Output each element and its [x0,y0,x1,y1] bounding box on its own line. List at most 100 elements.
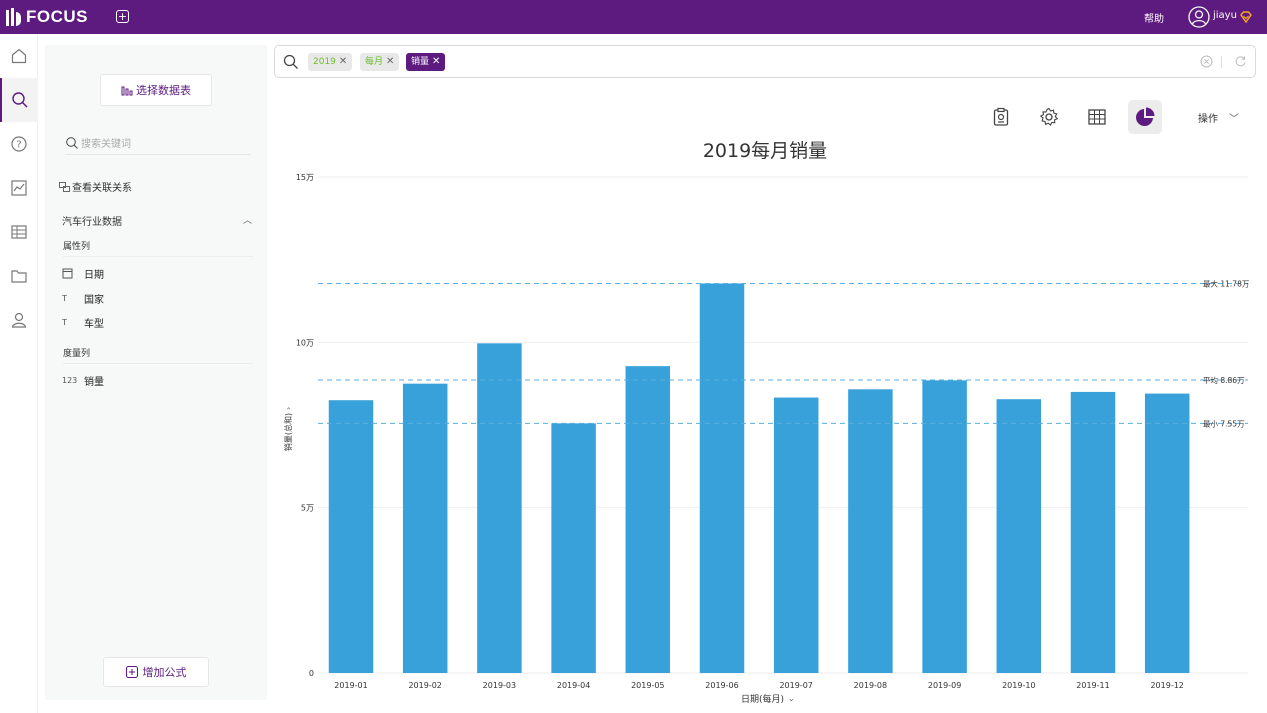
vip-diamond-icon [1240,11,1252,24]
svg-text:?: ? [16,140,21,151]
nav-dashboard[interactable] [0,166,38,210]
dashboard-icon [11,180,27,196]
choose-table-label: 选择数据表 [136,84,191,97]
home-icon [11,48,27,64]
y-tick-label: 10万 [296,338,314,347]
close-icon[interactable]: ✕ [338,56,348,67]
help-icon: ? [11,136,27,152]
logo-text: FOCUS [26,7,88,26]
focus-logo[interactable]: FOCUS [6,7,88,27]
search-icon [283,54,298,69]
bar [477,343,522,673]
chip-label: 2019 [313,57,336,67]
attribute-group-label: 属性列 [63,239,253,257]
bar [773,397,819,673]
date-icon [62,268,73,279]
close-icon[interactable]: ✕ [432,56,441,67]
x-tick-label: 2019-08 [854,681,887,690]
bar [848,389,893,673]
number-icon: 123 [62,376,78,385]
chevron-right-icon[interactable]: › [284,407,293,410]
x-tick-label: 2019-10 [1002,681,1035,690]
bar [1070,391,1116,673]
table-view-button[interactable] [1080,100,1114,134]
choose-table-button[interactable]: 选择数据表 [100,74,212,106]
x-tick-label: 2019-04 [557,681,590,690]
view-relations-label: 查看关联关系 [72,183,132,194]
refresh-icon[interactable] [1234,55,1247,68]
table-icon [1088,109,1106,125]
chevron-down-icon[interactable]: ⌄ [788,694,795,703]
bar [996,399,1042,673]
search-chip-sales[interactable]: 销量 ✕ [406,53,446,71]
chip-label: 销量 [411,57,430,67]
y-tick-label: 0 [309,669,314,678]
bar-chart: 0 5万 10万 15万 2019-01 2019-02 2019-03 2019-04 201… [283,173,1250,705]
left-nav: ? [0,34,38,713]
add-tab-button[interactable]: + [116,10,129,23]
folder-icon [11,270,27,283]
clear-icon[interactable] [1200,55,1213,68]
field-country[interactable]: T 国家 [62,291,104,306]
dataset-header[interactable]: 汽车行业数据 ︿ [62,213,252,228]
operations-menu[interactable]: 操作 [1198,114,1218,125]
gear-icon [1039,107,1059,126]
report-button[interactable] [984,100,1018,134]
x-tick-label: 2019-12 [1150,681,1183,690]
divider [1221,56,1222,68]
data-panel: 选择数据表 搜索关键词 查看关联关系 汽车行业数据 ︿ 属性列 日期 T 国家 … [45,45,267,700]
bar-chart-icon [121,86,133,96]
field-model[interactable]: T 车型 [62,315,104,330]
logo-icon [6,8,22,26]
field-sales[interactable]: 123 销量 [62,373,104,388]
user-avatar-icon[interactable] [1188,6,1210,28]
y-axis-label: 销量(总和) [283,413,293,451]
chevron-down-icon[interactable]: ﹀ [1229,114,1239,125]
x-tick-label: 2019-09 [928,681,961,690]
x-tick-label: 2019-11 [1076,681,1109,690]
x-axis-label: 日期(每月) [741,693,784,705]
x-tick-label: 2019-02 [408,681,441,690]
bar [625,366,671,673]
x-tick-label: 2019-05 [631,681,664,690]
keyword-search-placeholder: 搜索关键词 [81,139,131,150]
bar [922,380,967,673]
y-tick-label: 5万 [301,504,314,513]
close-icon[interactable]: ✕ [386,56,395,67]
x-tick-label: 2019-07 [779,681,812,690]
search-chip-monthly[interactable]: 每月 ✕ [360,53,400,71]
field-label: 车型 [84,319,104,330]
nav-folder[interactable] [0,254,38,298]
nav-user[interactable] [0,298,38,342]
bar [1144,393,1190,673]
add-formula-button[interactable]: 增加公式 [103,657,209,687]
x-tick-label: 2019-03 [483,681,516,690]
nav-search[interactable] [0,78,38,122]
x-tick-label: 2019-01 [334,681,367,690]
search-chip-year[interactable]: 2019 ✕ [308,53,353,71]
nav-table[interactable] [0,210,38,254]
field-date[interactable]: 日期 [62,266,104,281]
field-label: 国家 [84,295,104,306]
search-bar[interactable]: 2019 ✕ 每月 ✕ 销量 ✕ [274,45,1256,78]
view-relations-link[interactable]: 查看关联关系 [59,179,132,194]
chart-type-button[interactable] [1128,100,1162,134]
clipboard-icon [993,107,1009,126]
help-link[interactable]: 帮助 [1144,14,1164,25]
keyword-search-input[interactable]: 搜索关键词 [65,131,251,155]
reference-line-label: 最大 11.78万 [1203,278,1250,288]
nav-help[interactable]: ? [0,122,38,166]
user-icon [11,312,27,328]
measure-group-label: 度量列 [63,346,253,364]
x-tick-label: 2019-06 [705,681,738,690]
field-label: 日期 [84,270,104,281]
settings-button[interactable] [1032,100,1066,134]
bar [402,383,448,673]
search-icon [12,92,28,108]
bar [699,283,745,673]
chip-label: 每月 [365,57,384,67]
username[interactable]: jiayu [1213,10,1237,21]
nav-home[interactable] [0,34,38,78]
relation-icon [59,181,70,192]
top-bar: FOCUS + 帮助 jiayu [0,0,1267,34]
